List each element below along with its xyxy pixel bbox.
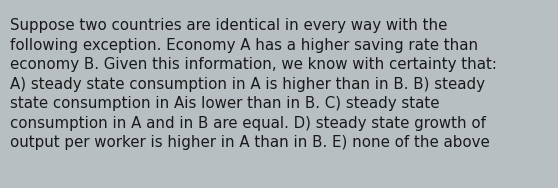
Text: Suppose two countries are identical in every way with the
following exception. E: Suppose two countries are identical in e… [10,18,497,150]
